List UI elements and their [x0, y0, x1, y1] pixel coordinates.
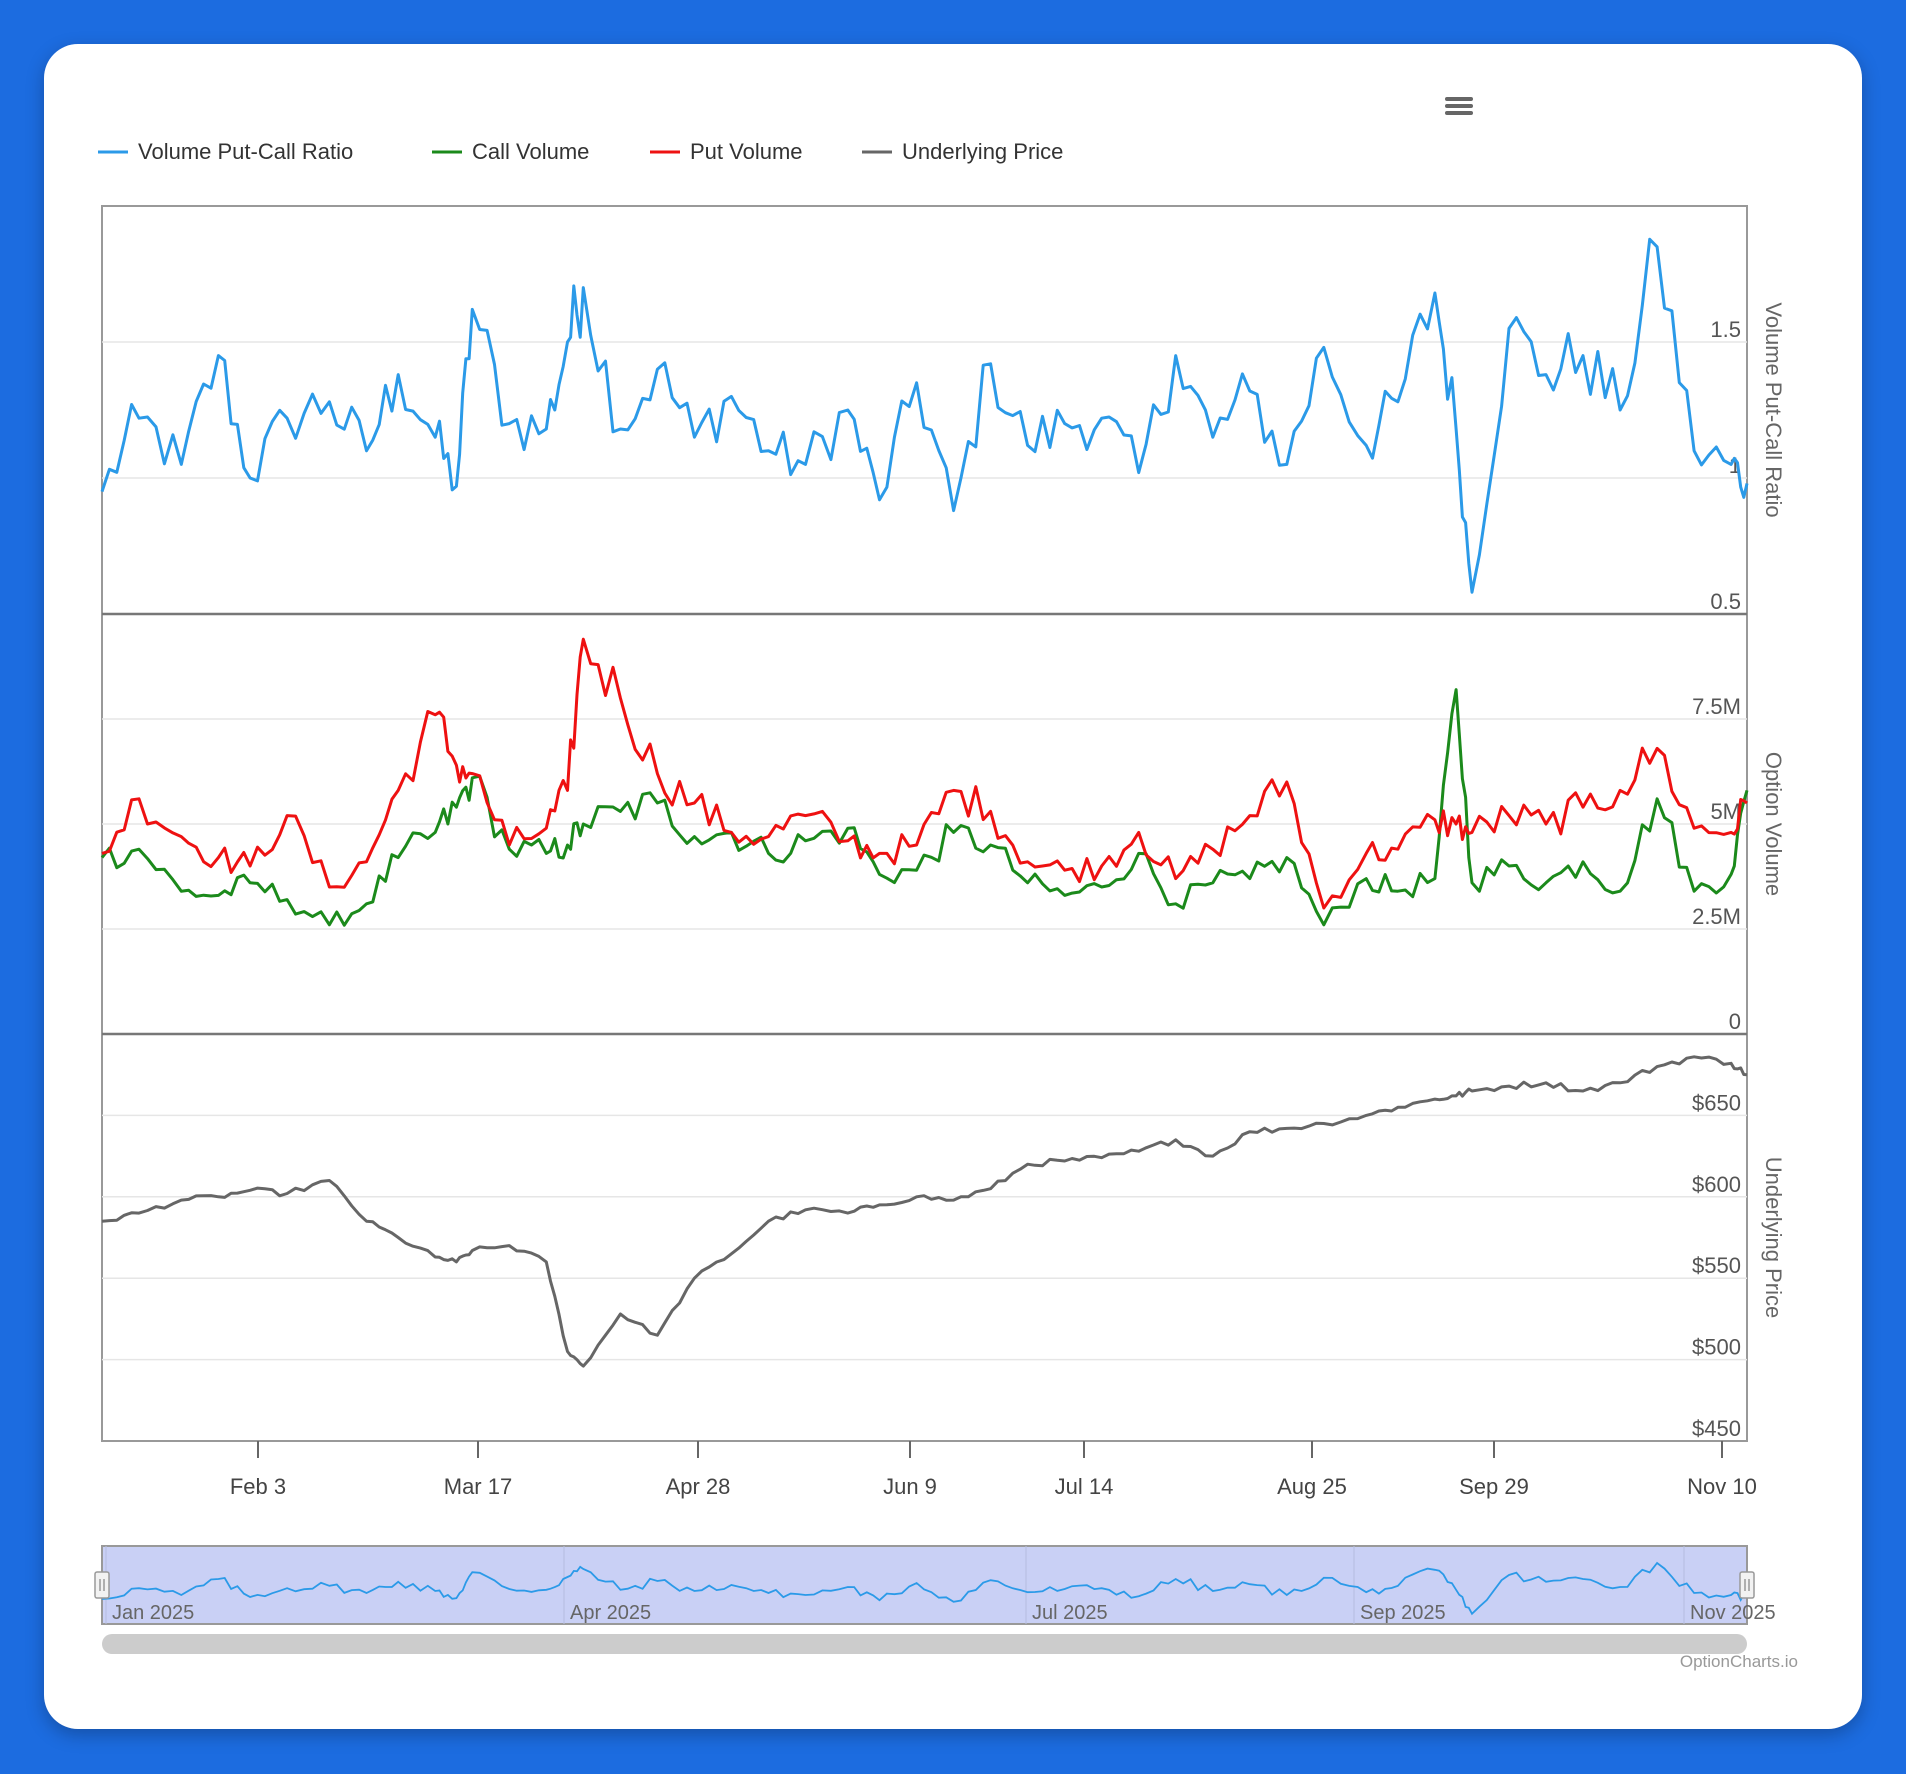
- series-line[interactable]: [101, 1055, 1748, 1368]
- put-call-ratio-chart: Volume Put-Call Ratio Call Volume Put Volu…: [94, 88, 1798, 1671]
- navigator[interactable]: Jan 2025 Apr 2025 Jul 2025 Sep 2025 Nov 2025: [94, 1545, 1776, 1654]
- handle-box: [94, 1571, 110, 1599]
- legend-label: Volume Put-Call Ratio: [138, 139, 353, 164]
- y-tick-label: 7.5M: [1692, 694, 1741, 719]
- scrollbar[interactable]: [102, 1634, 1747, 1654]
- x-tick-label: Apr 28: [666, 1474, 731, 1499]
- legend-label: Underlying Price: [902, 139, 1063, 164]
- menu-icon[interactable]: [1442, 88, 1476, 122]
- panel-border: [101, 1033, 1748, 1442]
- navigator-label: Nov 2025: [1690, 1602, 1776, 1624]
- legend-label: Put Volume: [690, 139, 803, 164]
- y-axis-title: Underlying Price: [1761, 1157, 1786, 1318]
- chart-panel: $650 $600 $550 $500 $450 Underlying Price: [101, 1033, 1786, 1442]
- legend-item[interactable]: Call Volume: [432, 139, 589, 164]
- y-axis-title: Volume Put-Call Ratio: [1761, 302, 1786, 517]
- legend-item[interactable]: Put Volume: [650, 139, 803, 164]
- chart-panel: 7.5M 5M 2.5M 0 Option Volume: [100, 613, 1786, 1035]
- series-line[interactable]: [100, 237, 1749, 594]
- navigator-handle[interactable]: [1739, 1571, 1755, 1599]
- y-tick-label: 2.5M: [1692, 904, 1741, 929]
- x-tick-label: Jul 14: [1055, 1474, 1114, 1499]
- navigator-series: [101, 1561, 1748, 1616]
- series-line[interactable]: [101, 637, 1748, 910]
- navigator-selection[interactable]: [101, 1545, 1748, 1625]
- y-tick-label: $450: [1692, 1416, 1741, 1441]
- x-tick-label: Nov 10: [1687, 1474, 1757, 1499]
- navigator-handle[interactable]: [94, 1571, 110, 1599]
- navigator-label: Jan 2025: [112, 1602, 194, 1624]
- chart-card: Volume Put-Call Ratio Call Volume Put Volu…: [44, 44, 1862, 1729]
- y-tick-label: $500: [1692, 1335, 1741, 1360]
- x-tick-label: Aug 25: [1277, 1474, 1347, 1499]
- x-tick-label: Sep 29: [1459, 1474, 1529, 1499]
- x-tick-label: Mar 17: [444, 1474, 512, 1499]
- y-tick-label: $600: [1692, 1172, 1741, 1197]
- navigator-label: Apr 2025: [570, 1602, 651, 1624]
- y-tick-label: 1.5: [1710, 317, 1741, 342]
- series-line[interactable]: [100, 688, 1749, 927]
- credits-label[interactable]: OptionCharts.io: [1680, 1652, 1798, 1671]
- y-tick-label: 5M: [1710, 799, 1741, 824]
- legend: Volume Put-Call Ratio Call Volume Put Volu…: [98, 139, 1063, 164]
- legend-label: Call Volume: [472, 139, 589, 164]
- navigator-label: Sep 2025: [1360, 1602, 1446, 1624]
- x-tick-label: Feb 3: [230, 1474, 286, 1499]
- x-tick-label: Jun 9: [883, 1474, 937, 1499]
- legend-item[interactable]: Underlying Price: [862, 139, 1063, 164]
- y-tick-label: $650: [1692, 1090, 1741, 1115]
- y-axis-title: Option Volume: [1761, 752, 1786, 896]
- navigator-label: Jul 2025: [1032, 1602, 1108, 1624]
- legend-item[interactable]: Volume Put-Call Ratio: [98, 139, 353, 164]
- x-axis: Feb 3 Mar 17 Apr 28 Jun 9 Jul 14 Aug 25 Sep 29…: [230, 1441, 1757, 1499]
- handle-box: [1739, 1571, 1755, 1599]
- y-tick-label: $550: [1692, 1253, 1741, 1278]
- y-tick-label: 0: [1729, 1009, 1741, 1034]
- y-tick-label: 0.5: [1710, 589, 1741, 614]
